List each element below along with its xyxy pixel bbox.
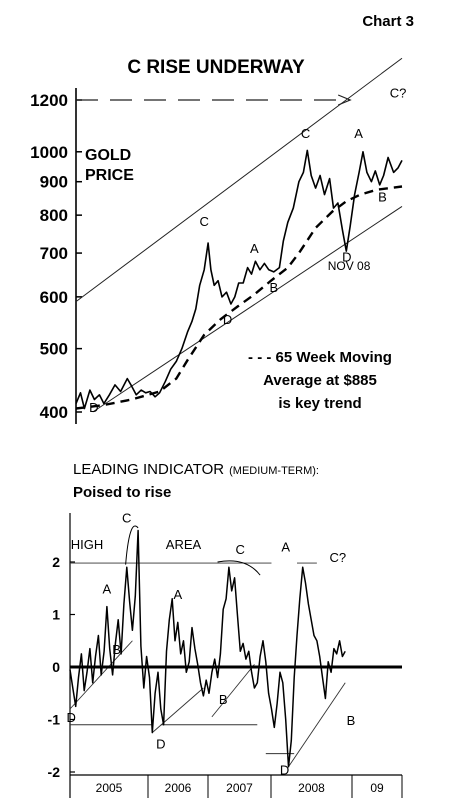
gold-y-tick-label: 600 bbox=[40, 288, 68, 307]
channel-lower-line bbox=[92, 205, 403, 413]
indicator-trend-line bbox=[211, 664, 255, 718]
indicator-wave-label: A bbox=[281, 540, 290, 555]
gold-chart: C RISE UNDERWAY 1200 1000 900 800 700 600 500 4… bbox=[30, 57, 406, 424]
indicator-wave-label: AREA bbox=[166, 537, 202, 552]
indicator-wave-label: HIGH bbox=[71, 537, 104, 552]
gold-wave-label: D bbox=[89, 400, 98, 415]
c-arc-1 bbox=[125, 525, 139, 565]
c-arc-2 bbox=[217, 560, 261, 576]
gold-wave-label: B bbox=[269, 280, 278, 295]
indicator-chart-title: LEADING INDICATOR (MEDIUM-TERM): bbox=[73, 461, 319, 478]
gold-y-tick-label: 900 bbox=[40, 173, 68, 192]
ma-annotation-line3: is key trend bbox=[278, 395, 361, 412]
indicator-y-tick-label: 1 bbox=[52, 607, 60, 623]
indicator-chart: LEADING INDICATOR (MEDIUM-TERM): Poised t… bbox=[48, 461, 403, 798]
indicator-wave-labels: HIGH AREA C C C? A A A B B B D D D bbox=[66, 511, 355, 778]
gold-wave-label: C bbox=[199, 214, 208, 229]
x-category-label: 09 bbox=[370, 781, 384, 795]
indicator-wave-label: C bbox=[236, 542, 245, 557]
indicator-title-suffix: (MEDIUM-TERM): bbox=[229, 465, 319, 477]
ma-annotation-line1: - - - 65 Week Moving bbox=[248, 349, 392, 366]
target-arrowhead bbox=[337, 94, 352, 106]
gold-wave-label: B bbox=[378, 189, 387, 204]
ma-annotation-line2: Average at $885 bbox=[263, 372, 377, 389]
gold-y-ticks: 1200 1000 900 800 700 600 500 400 bbox=[30, 91, 82, 422]
gold-y-tick-label: 700 bbox=[40, 244, 68, 263]
indicator-wave-label: C bbox=[122, 511, 131, 526]
indicator-wave-label: D bbox=[280, 763, 289, 778]
x-category-label: 2006 bbox=[165, 781, 192, 795]
indicator-x-axis: 2005 2006 2007 2008 09 bbox=[69, 774, 403, 798]
indicator-trend-line bbox=[288, 682, 346, 768]
indicator-wave-label: D bbox=[66, 710, 75, 725]
indicator-y-tick-label: 0 bbox=[52, 659, 60, 675]
gold-wave-label: D bbox=[223, 312, 232, 327]
gold-channel bbox=[75, 57, 403, 413]
gold-chart-title: C RISE UNDERWAY bbox=[127, 57, 305, 78]
gold-wave-label: C bbox=[301, 126, 310, 141]
gold-y-tick-label: 1000 bbox=[30, 143, 68, 162]
indicator-wave-label: B bbox=[219, 692, 228, 707]
indicator-wave-label: D bbox=[156, 736, 165, 751]
gold-y-tick-label: 500 bbox=[40, 340, 68, 359]
indicator-title-main: LEADING INDICATOR bbox=[73, 461, 224, 478]
indicator-wave-label: A bbox=[173, 587, 182, 602]
gold-wave-label: A bbox=[250, 241, 259, 256]
indicator-y-tick-label: 2 bbox=[52, 554, 60, 570]
gold-y-tick-label: 400 bbox=[40, 403, 68, 422]
indicator-subtitle: Poised to rise bbox=[73, 484, 171, 501]
x-category-label: 2008 bbox=[298, 781, 325, 795]
gold-wave-label: NOV 08 bbox=[328, 259, 371, 273]
indicator-line bbox=[69, 529, 346, 768]
chart-number: Chart 3 bbox=[362, 13, 414, 30]
indicator-y-tick-label: -1 bbox=[48, 712, 61, 728]
indicator-wave-label: C? bbox=[330, 550, 347, 565]
x-category-label: 2005 bbox=[96, 781, 123, 795]
gold-y-tick-label: 800 bbox=[40, 206, 68, 225]
indicator-wave-label: B bbox=[347, 713, 356, 728]
gold-price-line bbox=[75, 149, 403, 410]
gold-series-label-2: PRICE bbox=[85, 167, 134, 184]
indicator-wave-label: A bbox=[103, 582, 112, 597]
indicator-wave-label: B bbox=[112, 642, 121, 657]
gold-wave-label: A bbox=[354, 126, 363, 141]
x-category-label: 2007 bbox=[226, 781, 253, 795]
gold-wave-label: C? bbox=[390, 86, 407, 101]
gold-y-tick-label: 1200 bbox=[30, 91, 68, 110]
indicator-trend-lines bbox=[69, 562, 346, 768]
gold-wave-label: D bbox=[342, 249, 351, 264]
indicator-y-tick-label: -2 bbox=[48, 764, 61, 780]
gold-series-label: GOLD bbox=[85, 147, 131, 164]
